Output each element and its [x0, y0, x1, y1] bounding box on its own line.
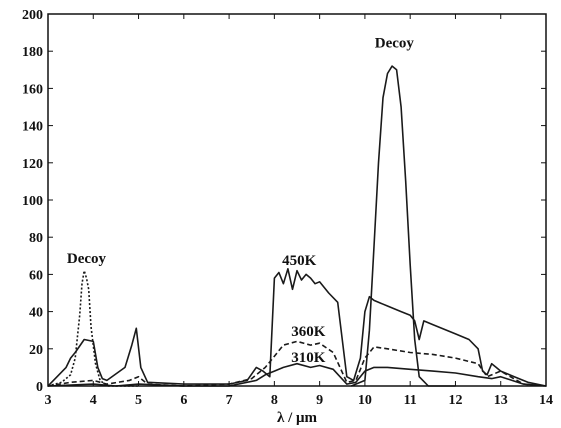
y-axis-ticks: 0 20 40 60 80 100 120 140 160 180 200 [22, 8, 546, 395]
y-tick-label-5: 100 [22, 194, 43, 209]
x-tick-label-8: 11 [404, 393, 417, 408]
annotations: Decoy Decoy 450K 360K 310K [67, 35, 415, 365]
y-tick-label-2: 40 [29, 306, 43, 321]
series-line-4 [350, 65, 456, 387]
x-tick-label-6: 9 [316, 393, 323, 408]
y-tick-label-6: 120 [22, 157, 43, 172]
series-line-2 [47, 362, 547, 387]
y-tick-label-10: 200 [22, 8, 43, 23]
x-tick-label-5: 8 [271, 393, 278, 408]
annotation-0: Decoy [67, 251, 107, 267]
x-tick-label-0: 3 [45, 393, 52, 408]
y-tick-label-7: 140 [22, 120, 43, 135]
x-tick-label-3: 6 [180, 393, 187, 408]
y-tick-label-3: 60 [29, 268, 43, 283]
series-line-3 [47, 269, 139, 387]
annotation-2: 450K [282, 253, 317, 269]
x-tick-label-7: 10 [358, 393, 372, 408]
series-line-0 [47, 268, 547, 387]
x-tick-label-4: 7 [226, 393, 233, 408]
y-tick-label-9: 180 [22, 45, 43, 60]
annotation-1: Decoy [375, 35, 415, 51]
annotation-4: 310K [291, 350, 326, 366]
x-axis-label: λ / μm [277, 410, 318, 426]
x-tick-label-10: 13 [494, 393, 508, 408]
y-tick-label-8: 160 [22, 82, 43, 97]
x-axis-ticks: 3 4 5 6 7 8 9 10 11 12 13 14 [45, 14, 553, 408]
y-tick-label-0: 0 [36, 380, 43, 395]
series-line-1 [47, 340, 547, 387]
x-tick-label-2: 5 [135, 393, 142, 408]
x-tick-label-1: 4 [90, 393, 97, 408]
x-tick-label-9: 12 [448, 393, 462, 408]
y-tick-label-4: 80 [29, 231, 43, 246]
y-tick-label-1: 20 [29, 343, 43, 358]
annotation-3: 360K [291, 324, 326, 340]
x-tick-label-11: 14 [539, 393, 553, 408]
